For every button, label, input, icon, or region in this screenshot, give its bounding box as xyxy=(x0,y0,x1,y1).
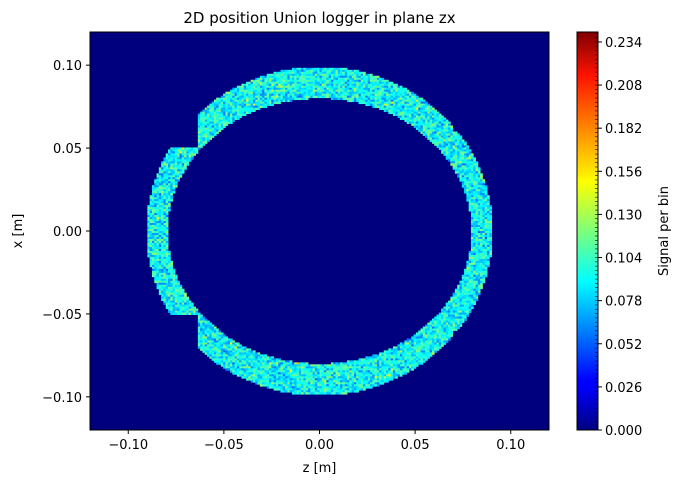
x-tick-label: 0.05 xyxy=(401,438,430,453)
colorbar-label: Signal per bin xyxy=(657,186,672,276)
y-axis-label: x [m] xyxy=(11,214,26,249)
x-tick-label: 0.10 xyxy=(496,438,525,453)
y-tick-label: −0.05 xyxy=(42,308,82,323)
colorbar: 0.234 0.208 0.182 0.156 0.130 0.104 0.078 0.052… xyxy=(577,32,642,439)
colorbar-tick-label: 0.052 xyxy=(605,338,642,353)
colorbar-tick-label: 0.156 xyxy=(605,165,642,180)
x-tick-label: −0.10 xyxy=(108,438,148,453)
x-tick-label: −0.05 xyxy=(204,438,244,453)
y-tick-label: 0.05 xyxy=(53,142,82,157)
colorbar-tick-label: 0.208 xyxy=(605,79,642,94)
y-tick-label: 0.00 xyxy=(53,225,82,240)
colorbar-tick-label: 0.182 xyxy=(605,122,642,137)
y-axis: 0.10 0.05 0.00 −0.05 −0.10 xyxy=(42,59,90,406)
colorbar-ticks: 0.234 0.208 0.182 0.156 0.130 0.104 0.078 0.052… xyxy=(598,36,642,439)
x-axis-label: z [m] xyxy=(303,461,337,476)
chart-title: 2D position Union logger in plane zx xyxy=(183,9,455,27)
x-axis: −0.10 −0.05 0.00 0.05 0.10 xyxy=(108,430,525,453)
plot-area xyxy=(90,32,549,430)
colorbar-gradient xyxy=(577,32,598,430)
y-tick-label: −0.10 xyxy=(42,391,82,406)
colorbar-tick-label: 0.078 xyxy=(605,295,642,310)
colorbar-tick-label: 0.130 xyxy=(605,208,642,223)
x-tick-label: 0.00 xyxy=(305,438,334,453)
colorbar-tick-label: 0.234 xyxy=(605,36,642,51)
colorbar-tick-label: 0.104 xyxy=(605,252,642,267)
y-tick-label: 0.10 xyxy=(53,59,82,74)
colorbar-tick-label: 0.000 xyxy=(605,424,642,439)
colorbar-tick-label: 0.026 xyxy=(605,381,642,396)
